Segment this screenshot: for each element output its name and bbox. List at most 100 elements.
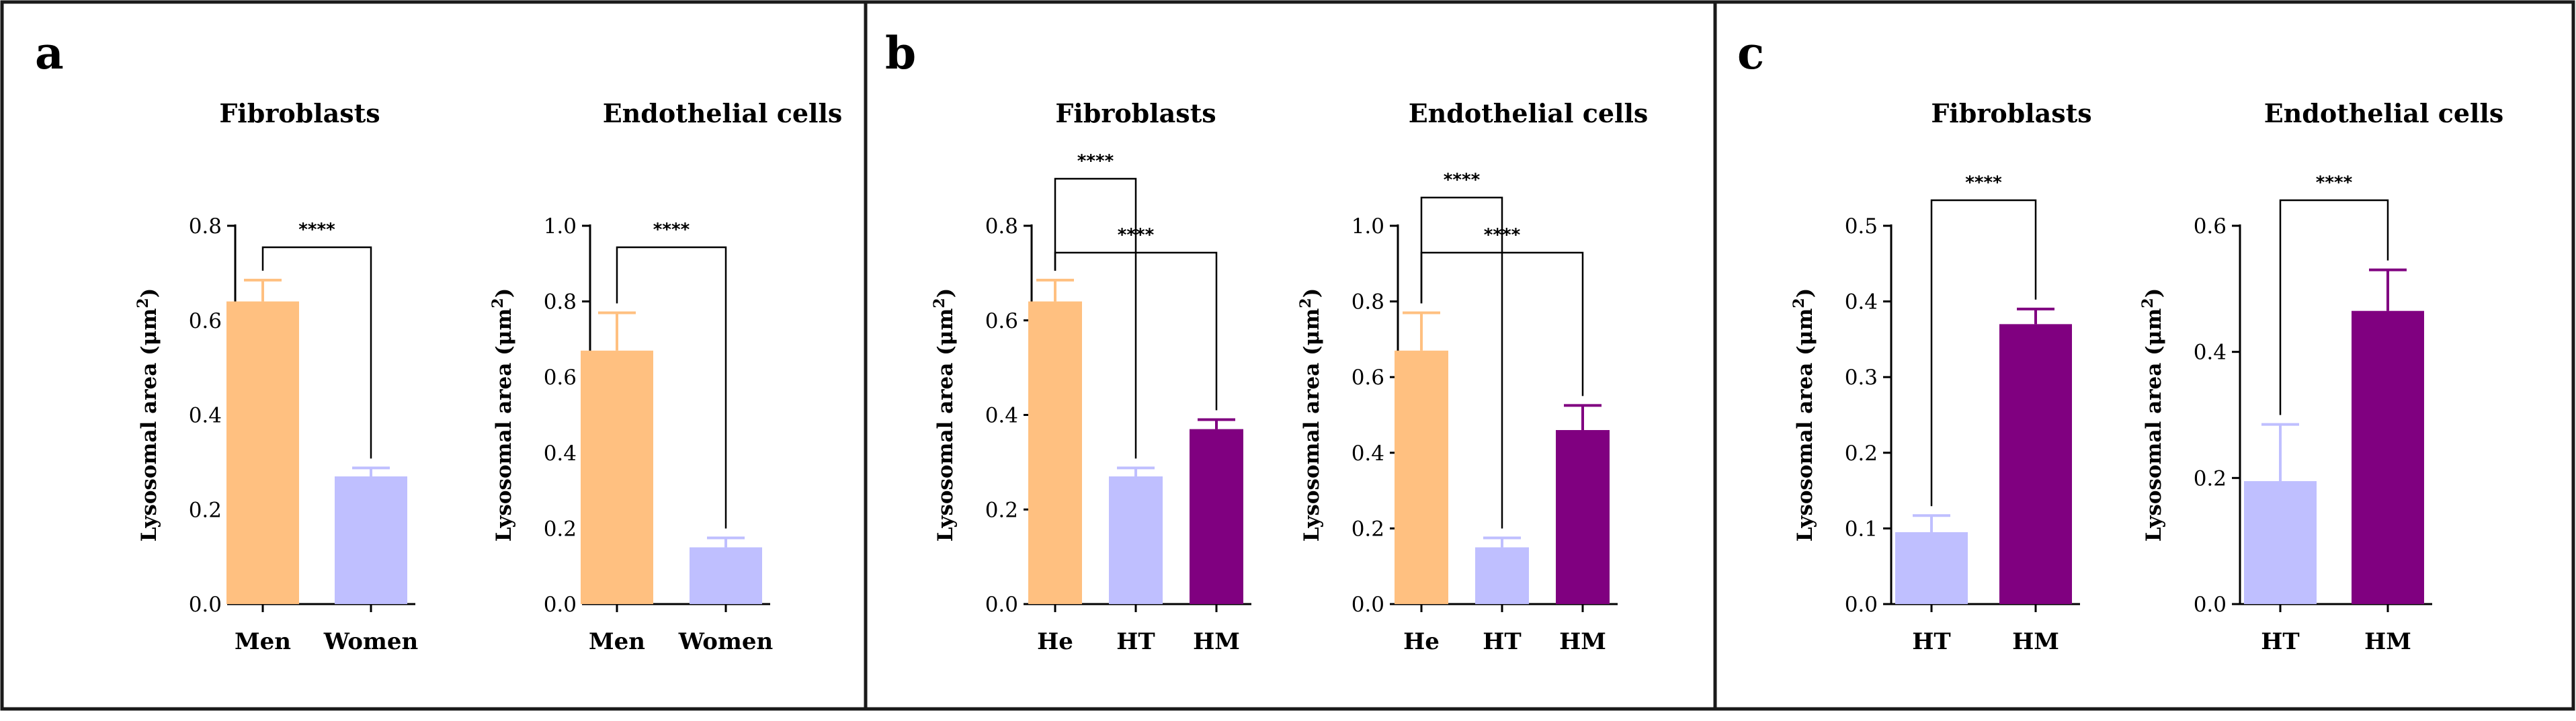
significance-bracket — [1930, 199, 2037, 507]
chart-title: Fibroblasts — [1055, 98, 1216, 128]
bar-women — [690, 547, 762, 604]
significance-label: **** — [653, 220, 690, 240]
significance-label: **** — [298, 220, 335, 240]
bar-ht — [2244, 481, 2317, 604]
significance-bracket — [616, 246, 727, 529]
y-tick-label: 0.4 — [189, 404, 222, 428]
y-tick-label: 0.0 — [1845, 593, 1878, 617]
y-tick-label: 0.0 — [985, 593, 1018, 617]
y-tick-label: 0.2 — [544, 517, 577, 541]
y-tick-label: 0.8 — [985, 214, 1018, 239]
significance-bracket — [1420, 196, 1503, 529]
y-tick-label: 0.2 — [189, 498, 222, 522]
y-tick-label: 0.0 — [544, 593, 577, 617]
y-tick-label: 0.4 — [1352, 441, 1384, 466]
bar-he — [1395, 350, 1448, 604]
chart-a-1: Endothelial cells Lysosomal area (μm2) 0.0… — [489, 98, 842, 655]
significance-label: **** — [2316, 173, 2353, 193]
bar-ht — [1475, 547, 1529, 604]
significance-label: **** — [1077, 151, 1114, 171]
y-tick-label: 0.6 — [1352, 366, 1384, 390]
charts: Fibroblasts Lysosomal area (μm2) 0.0 0.2 0.4… — [134, 98, 2503, 655]
y-axis-label: Lysosomal area (μm2) — [2139, 288, 2166, 542]
panel-frame-c — [1713, 0, 2575, 711]
category-label: Men — [589, 628, 645, 655]
y-axis-label: Lysosomal area (μm2) — [489, 288, 516, 542]
category-label: HT — [1483, 628, 1521, 655]
y-axis-label: Lysosomal area (μm2) — [1297, 288, 1324, 542]
category-label: HM — [1193, 628, 1240, 655]
y-tick-label: 0.2 — [985, 498, 1018, 522]
category-label: HT — [2261, 628, 2299, 655]
y-tick-label: 0.0 — [1352, 593, 1384, 617]
y-tick-label: 0.4 — [1845, 290, 1878, 314]
chart-c-4: Fibroblasts Lysosomal area (μm2) 0.0 0.1 0.2… — [1790, 98, 2092, 655]
y-tick-label: 1.0 — [544, 214, 577, 239]
y-tick-label: 0.8 — [544, 290, 577, 314]
significance-bracket — [1054, 251, 1218, 411]
chart-b-2: Fibroblasts Lysosomal area (μm2) 0.0 0.2 0.4… — [931, 98, 1251, 655]
panel-label-a: a — [35, 27, 64, 79]
significance-bracket — [1054, 177, 1137, 459]
significance-bracket — [261, 246, 372, 459]
significance-label: **** — [1484, 225, 1521, 245]
y-tick-label: 0.4 — [2194, 341, 2227, 365]
y-axis-label: Lysosomal area (μm2) — [931, 288, 958, 542]
y-tick-label: 0.6 — [2194, 214, 2227, 239]
y-tick-label: 0.6 — [544, 366, 577, 390]
category-label: He — [1037, 628, 1073, 655]
bar-hm — [1190, 429, 1243, 604]
chart-b-3: Endothelial cells Lysosomal area (μm2) 0.0… — [1297, 98, 1648, 655]
y-tick-label: 0.4 — [985, 404, 1018, 428]
category-label: Women — [678, 628, 773, 655]
category-label: HT — [1912, 628, 1950, 655]
y-tick-label: 1.0 — [1352, 214, 1384, 239]
bar-hm — [2352, 310, 2424, 604]
category-label: HM — [1559, 628, 1606, 655]
y-tick-label: 0.8 — [1352, 290, 1384, 314]
y-tick-label: 0.2 — [2194, 466, 2227, 491]
significance-label: **** — [1965, 173, 2002, 193]
y-tick-label: 0.6 — [189, 309, 222, 333]
y-tick-label: 0.4 — [544, 441, 577, 466]
y-tick-label: 0.5 — [1845, 214, 1878, 239]
y-axis-label: Lysosomal area (μm2) — [1790, 288, 1817, 542]
panel-label-b: b — [885, 27, 916, 79]
category-label: HM — [2012, 628, 2059, 655]
category-label: He — [1403, 628, 1440, 655]
category-label: HM — [2364, 628, 2411, 655]
bar-ht — [1109, 476, 1163, 604]
chart-title: Fibroblasts — [1931, 98, 2091, 128]
significance-label: **** — [1118, 225, 1155, 245]
bar-hm — [1999, 324, 2072, 604]
y-tick-label: 0.6 — [985, 309, 1018, 333]
y-tick-label: 0.2 — [1845, 441, 1878, 466]
y-tick-label: 0.1 — [1845, 517, 1878, 541]
bar-he — [1028, 301, 1082, 604]
bar-women — [335, 476, 407, 604]
significance-label: **** — [1444, 170, 1481, 190]
category-label: Women — [323, 628, 418, 655]
y-tick-label: 0.8 — [189, 214, 222, 239]
category-label: Men — [235, 628, 291, 655]
y-tick-label: 0.3 — [1845, 366, 1878, 390]
bar-men — [226, 301, 299, 604]
y-tick-label: 0.2 — [1352, 517, 1384, 541]
chart-title: Endothelial cells — [1409, 98, 1649, 128]
category-label: HT — [1116, 628, 1155, 655]
significance-bracket — [1420, 251, 1584, 396]
chart-title: Endothelial cells — [603, 98, 843, 128]
chart-title: Endothelial cells — [2264, 98, 2504, 128]
panel-label-c: c — [1737, 27, 1764, 79]
significance-bracket — [2279, 199, 2389, 415]
y-tick-label: 0.0 — [2194, 593, 2227, 617]
chart-c-5: Endothelial cells Lysosomal area (μm2) 0.0… — [2139, 98, 2503, 655]
chart-a-0: Fibroblasts Lysosomal area (μm2) 0.0 0.2 0.4… — [134, 98, 418, 655]
chart-title: Fibroblasts — [219, 98, 380, 128]
bar-ht — [1895, 532, 1968, 604]
y-tick-label: 0.0 — [189, 593, 222, 617]
bar-hm — [1556, 430, 1610, 604]
bar-men — [581, 350, 653, 604]
y-axis-label: Lysosomal area (μm2) — [134, 288, 161, 542]
